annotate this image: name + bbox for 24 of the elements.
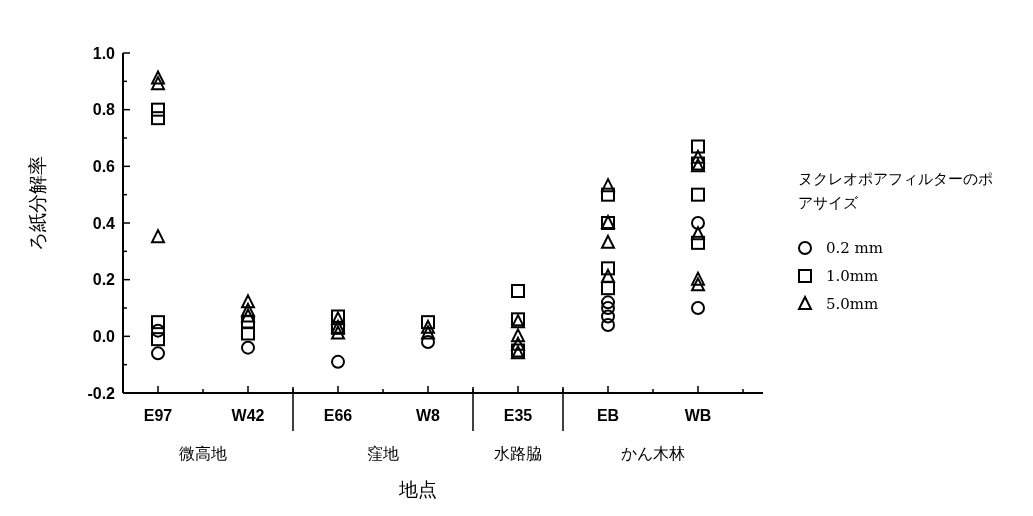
y-tick-label: 0.4 <box>92 214 116 232</box>
y-tick-label: 0.2 <box>92 271 116 289</box>
x-axis-title: 地点 <box>398 478 437 500</box>
x-tick-label: EB <box>596 407 620 424</box>
y-tick-label: 1.0 <box>92 44 116 62</box>
legend-label: 0.2 mm <box>826 239 884 258</box>
legend-title: ヌクレオポアフィルターのポアサイズ <box>798 170 993 212</box>
x-tick-label: E66 <box>323 407 353 424</box>
y-tick-label: -0.2 <box>87 384 116 402</box>
text: かん木林 <box>621 444 685 463</box>
legend-label: 5.0mm <box>826 295 879 314</box>
x-tick-label: W8 <box>416 407 441 424</box>
x-tick-label: E97 <box>143 407 173 424</box>
x-tick-label: E35 <box>503 407 533 424</box>
y-tick-label: 0.6 <box>92 157 116 175</box>
x-tick-label: WB <box>684 407 712 424</box>
y-tick-label: 0.0 <box>92 327 116 345</box>
text: 窪地 <box>367 444 399 463</box>
y-tick-label: 0.8 <box>92 101 116 119</box>
text: 微高地 <box>179 444 227 463</box>
text: 水路脇 <box>494 444 542 463</box>
y-axis-title: ろ紙分解率 <box>26 155 48 251</box>
legend-label: 1.0mm <box>826 267 879 286</box>
x-tick-label: W42 <box>231 407 265 424</box>
